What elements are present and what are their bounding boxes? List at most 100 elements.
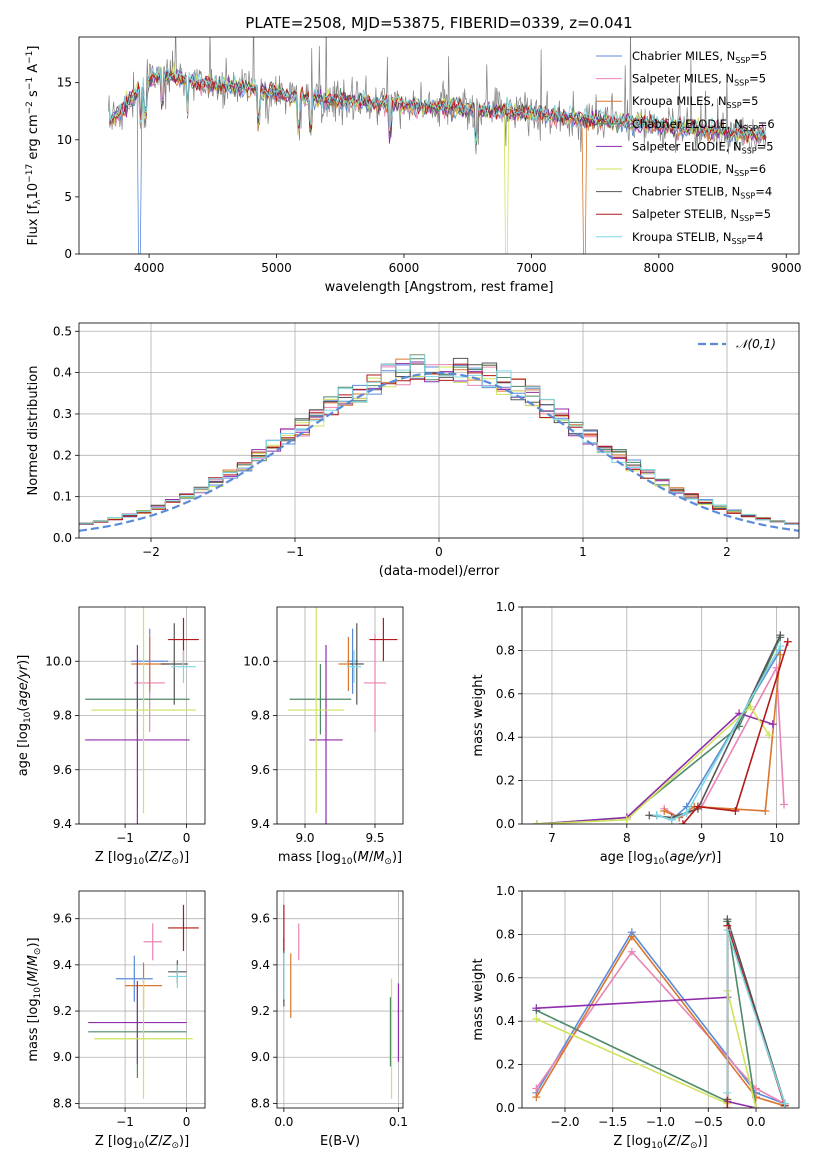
y-tick-label: 0.0 xyxy=(53,531,72,545)
legend-label: Chabrier MILES, NSSP=5 xyxy=(632,49,767,65)
x-tick-label: −2 xyxy=(142,545,160,559)
y-tick-label: 10.0 xyxy=(243,654,270,668)
weight-marker xyxy=(783,637,792,646)
x-tick-label: 0 xyxy=(183,831,191,845)
mass-vs-Z-panel: −1 0 8.8 9.0 9.2 9.4 9.6 Z [log10(Z/Z⊙)] mass [l… xyxy=(26,890,206,1151)
residual-histograms xyxy=(79,354,799,532)
x-tick-label: 0.0 xyxy=(274,1115,293,1129)
weight-marker xyxy=(780,1099,789,1108)
y-tick-label: 5 xyxy=(64,190,72,204)
errorbars xyxy=(283,904,400,1099)
weight-marker xyxy=(645,811,654,820)
weight-vs-age-ylabel: mass weight xyxy=(471,674,486,756)
x-tick-label: 9 xyxy=(698,831,706,845)
y-tick-label: 8.8 xyxy=(53,1096,72,1110)
y-tick-label: 0.2 xyxy=(496,774,515,788)
legend-label: Kroupa STELIB, NSSP=4 xyxy=(632,230,763,246)
y-tick-label: 1.0 xyxy=(496,600,515,614)
x-tick-label: 2 xyxy=(723,545,731,559)
axes-frame xyxy=(276,890,404,1109)
weight-vs-Z-xlabel: Z [log10(Z/Z⊙)] xyxy=(613,1134,707,1151)
y-tick-label: 0.4 xyxy=(496,1014,515,1028)
weight-marker xyxy=(678,820,687,824)
weight-marker xyxy=(652,811,661,820)
errorbars xyxy=(88,904,199,1099)
figure-title: PLATE=2508, MJD=53875, FIBERID=0339, z=0… xyxy=(245,14,632,32)
y-tick-label: 9.2 xyxy=(251,1004,270,1018)
weight-vs-Z-panel: −2.0 −1.5 −1.0 −0.5 0.0 0.0 0.2 0.4 0.6 0.8 1.0 Z [… xyxy=(471,884,800,1151)
weight-marker xyxy=(627,947,636,956)
weight-marker xyxy=(723,926,732,935)
weight-marker xyxy=(723,1104,732,1108)
weight-marker xyxy=(532,1093,541,1102)
x-tick-label: 1 xyxy=(579,545,587,559)
y-tick-label: 9.6 xyxy=(251,912,270,926)
weight-marker xyxy=(776,642,785,651)
y-tick-label: 9.8 xyxy=(251,709,270,723)
y-tick-label: 0.2 xyxy=(53,448,72,462)
y-tick-label: 10.0 xyxy=(45,654,72,668)
y-tick-label: 0.8 xyxy=(496,643,515,657)
x-tick-label: 9000 xyxy=(771,261,802,275)
y-tick-label: 0 xyxy=(64,247,72,261)
spectrum-ylabel: Flux [fλ10−17 erg cm−2 s−1 A−1] xyxy=(25,46,43,246)
y-tick-label: 9.6 xyxy=(53,912,72,926)
weight-marker xyxy=(532,1084,541,1093)
x-tick-label: −1.5 xyxy=(598,1115,627,1129)
weight-line-kroupa-elodie xyxy=(536,705,770,824)
weight-line-salpeter-stelib xyxy=(682,641,789,824)
weight-lines xyxy=(532,915,789,1108)
x-tick-label: 8 xyxy=(623,831,631,845)
axes-frame xyxy=(521,606,800,825)
residuals-panel: −2 −1 0 1 2 0.0 0.1 0.2 0.3 0.4 0.5 (data-model)/er… xyxy=(26,322,800,579)
x-tick-label: −1.0 xyxy=(646,1115,675,1129)
weight-marker xyxy=(765,731,774,740)
legend-label: Chabrier STELIB, NSSP=4 xyxy=(632,185,772,201)
weight-marker xyxy=(660,806,669,815)
age-vs-Z-ylabel: age [log10(age/yr)] xyxy=(16,655,33,777)
y-tick-label: 0.8 xyxy=(496,927,515,941)
x-tick-label: 8000 xyxy=(644,261,675,275)
weight-vs-age-panel: 7 8 9 10 0.0 0.2 0.4 0.6 0.8 1.0 age [log10(age/yr… xyxy=(471,600,800,867)
mass-vs-EBV-xlabel: E(B-V) xyxy=(320,1134,360,1149)
axes-frame xyxy=(78,606,206,825)
x-tick-label: −1 xyxy=(116,831,134,845)
x-tick-label: 0 xyxy=(183,1115,191,1129)
y-tick-label: 0.0 xyxy=(496,1101,515,1115)
age-vs-Z-xlabel: Z [log10(Z/Z⊙)] xyxy=(95,850,189,867)
weight-marker xyxy=(776,631,785,640)
x-tick-label: −2.0 xyxy=(550,1115,579,1129)
mass-vs-EBV-panel: 0.0 0.1 8.8 9.0 9.2 9.4 9.6 E(B-V) xyxy=(251,890,408,1149)
y-tick-label: 1.0 xyxy=(496,884,515,898)
x-tick-label: −1 xyxy=(116,1115,134,1129)
y-tick-label: 0.5 xyxy=(53,324,72,338)
weight-vs-age-xlabel: age [log10(age/yr)] xyxy=(600,850,722,867)
x-tick-label: 5000 xyxy=(261,261,292,275)
y-tick-label: 0.1 xyxy=(53,490,72,504)
model-spectrum-kroupa-stelib xyxy=(109,68,766,144)
errorbars xyxy=(85,607,199,824)
legend-label: Chabrier ELODIE, NSSP=6 xyxy=(632,117,775,133)
x-tick-label: 7 xyxy=(548,831,556,845)
x-tick-label: −0.5 xyxy=(694,1115,723,1129)
x-tick-label: 9.0 xyxy=(295,831,314,845)
y-tick-label: 9.8 xyxy=(53,709,72,723)
residuals-ylabel: Normed distribution xyxy=(26,366,41,496)
weight-line-kroupa-stelib xyxy=(656,645,781,821)
y-tick-label: 9.4 xyxy=(251,958,270,972)
y-tick-label: 0.4 xyxy=(53,366,72,380)
weight-marker xyxy=(532,1004,541,1013)
x-tick-label: 0 xyxy=(435,545,443,559)
weight-line-chabrier-miles xyxy=(535,930,785,1105)
x-tick-label: −1 xyxy=(286,545,304,559)
axes-frame xyxy=(78,36,800,255)
legend-label: Salpeter STELIB, NSSP=5 xyxy=(632,207,771,223)
y-tick-label: 9.4 xyxy=(53,958,72,972)
errorbars xyxy=(288,607,398,824)
weight-marker xyxy=(746,702,755,711)
legend-label: 𝒩(0,1) xyxy=(736,337,776,351)
y-tick-label: 0.2 xyxy=(496,1058,515,1072)
axes-frame xyxy=(521,890,800,1109)
x-tick-label: 10 xyxy=(769,831,784,845)
